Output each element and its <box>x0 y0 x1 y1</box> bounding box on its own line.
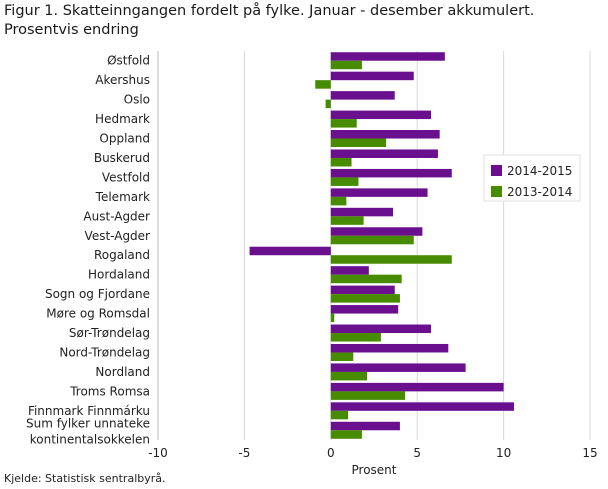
bar-2013-2014 <box>330 352 354 361</box>
grid-lines <box>157 51 591 440</box>
category-label: Sør-Trøndelag <box>69 326 150 340</box>
bar-2014-2015 <box>330 188 428 197</box>
x-tick-labels: -10 -5 0 5 10 15 <box>148 446 597 460</box>
legend-label: 2013-2014 <box>507 185 572 199</box>
bar-2014-2015 <box>330 130 440 139</box>
bar-2014-2015 <box>330 91 395 100</box>
x-tick-label: 10 <box>496 446 511 460</box>
bar-2014-2015 <box>330 71 414 81</box>
bar-2013-2014 <box>330 177 359 186</box>
source-note: Kjelde: Statistisk sentralbyrå. <box>4 472 166 485</box>
legend-swatch <box>491 186 502 197</box>
category-label: Telemark <box>95 190 150 204</box>
bar-2013-2014 <box>330 216 364 225</box>
x-axis-label: Prosent <box>352 463 397 477</box>
category-labels: Østfold Akershus Oslo Hedmark Oppland Buskeru… <box>26 54 150 447</box>
category-label: Møre og Romsdal <box>46 307 150 321</box>
bar-2014-2015 <box>330 343 449 353</box>
bars <box>249 52 514 439</box>
bar-2014-2015 <box>330 207 394 217</box>
category-label: Akershus <box>95 73 150 87</box>
category-label: Oppland <box>99 132 150 146</box>
category-label: Hordaland <box>88 268 150 282</box>
legend-swatch <box>491 165 502 176</box>
chart-title: Figur 1. Skatteinngangen fordelt på fylk… <box>4 3 535 38</box>
bar-2014-2015 <box>330 227 423 236</box>
bar-2014-2015 <box>330 110 432 120</box>
bar-2014-2015 <box>330 402 514 411</box>
bar-2013-2014 <box>330 410 349 420</box>
category-label: Sogn og Fjordane <box>45 287 150 301</box>
category-label: Vest-Agder <box>85 229 151 243</box>
bar-2013-2014 <box>330 391 406 400</box>
bar-2013-2014 <box>330 294 400 303</box>
bar-2013-2014 <box>330 274 402 284</box>
bar-2014-2015 <box>330 363 466 372</box>
bar-2014-2015 <box>330 52 445 61</box>
bar-2014-2015 <box>330 266 369 275</box>
category-label: Troms Romsa <box>69 384 150 398</box>
bar-2013-2014 <box>330 60 362 70</box>
x-tick-label: 5 <box>413 446 421 460</box>
bar-2014-2015 <box>330 421 400 431</box>
legend: 2014-2015 2013-2014 <box>483 154 581 202</box>
bar-2013-2014 <box>330 157 352 167</box>
bar-2013-2014 <box>330 333 381 342</box>
bar-2014-2015 <box>330 168 452 178</box>
bar-2014-2015 <box>249 246 331 256</box>
category-label: Hedmark <box>95 112 150 126</box>
bar-2014-2015 <box>330 324 432 334</box>
bar-2013-2014 <box>330 119 357 128</box>
category-label: Sum fylker unnateke kontinentalsokkelen <box>26 416 150 446</box>
bar-2013-2014 <box>330 313 335 323</box>
category-label: Finnmark Finnmárku <box>28 404 150 418</box>
bar-2014-2015 <box>330 305 399 314</box>
bar-2014-2015 <box>330 149 438 158</box>
bar-2013-2014 <box>330 235 414 245</box>
bar-2013-2014 <box>330 430 362 439</box>
bar-2014-2015 <box>330 382 504 392</box>
category-label: Nord-Trøndelag <box>59 345 150 359</box>
x-tick-label: -10 <box>148 446 168 460</box>
legend-label: 2014-2015 <box>507 164 572 178</box>
x-tick-label: -5 <box>238 446 250 460</box>
bar-2013-2014 <box>330 138 387 148</box>
bar-2013-2014 <box>325 99 331 109</box>
category-label: Østfold <box>107 54 150 68</box>
bar-2014-2015 <box>330 285 395 295</box>
bar-2013-2014 <box>330 371 368 381</box>
category-label: Aust-Agder <box>83 209 150 223</box>
x-tick-label: 0 <box>327 446 335 460</box>
bar-2013-2014 <box>330 255 452 264</box>
category-label: Buskerud <box>94 151 150 165</box>
x-tick-label: 15 <box>582 446 597 460</box>
category-label: Vestfold <box>102 170 150 184</box>
category-label: Nordland <box>95 365 150 379</box>
category-label: Oslo <box>124 93 150 107</box>
bar-2013-2014 <box>330 196 347 206</box>
category-label: Rogaland <box>94 248 150 262</box>
bar-2013-2014 <box>315 80 331 89</box>
